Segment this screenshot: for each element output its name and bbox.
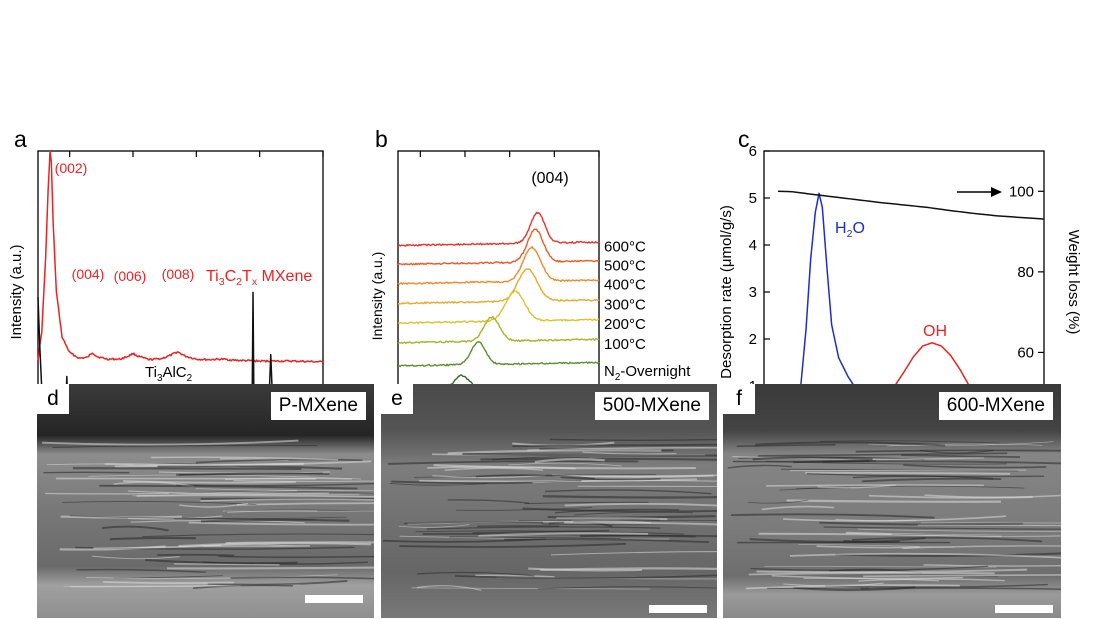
panel-c-series-2 <box>777 190 1045 220</box>
sem-layers-d <box>42 439 374 589</box>
panel-b-label-0: 600°C <box>604 238 646 255</box>
panel-a-ylabel: Intensity (a.u.) <box>8 244 25 339</box>
panel-b-series-6 <box>397 341 600 368</box>
sem-texture-e <box>381 384 717 618</box>
panel-b-label-1: 500°C <box>604 257 646 274</box>
sem-label-d: P-MXene <box>270 392 366 420</box>
panel-letter-c: c <box>738 126 750 152</box>
scale-bar-f <box>995 605 1053 613</box>
panel-c-ytick-right-label-80: 80 <box>1017 264 1034 281</box>
panel-a-annotation-0: (002) <box>55 160 88 176</box>
sem-image-d: d P-MXene <box>37 384 374 618</box>
panel-b-series-0 <box>397 211 600 247</box>
panel-b-series-5 <box>397 315 600 345</box>
panel-a-series-ti3c2tx-mxene <box>37 150 324 363</box>
panel-b-label-4: 200°C <box>604 316 646 333</box>
panel-c-ytick-label-5: 5 <box>749 190 757 207</box>
panel-c-ytick-label-2: 2 <box>749 331 757 348</box>
sem-texture-f <box>723 384 1061 618</box>
panel-c-ytick-right-label-60: 60 <box>1017 344 1034 361</box>
panel-b-annotation-004: (004) <box>531 170 568 187</box>
panel-c-label-oh: OH <box>923 323 947 340</box>
sem-letter-d: d <box>37 384 69 414</box>
panel-b-series-4 <box>397 290 600 325</box>
sem-texture-d <box>37 384 374 618</box>
scale-bar-e <box>649 605 707 613</box>
panel-a-annotation-3: (008) <box>162 266 195 282</box>
panel-b-label-2: 400°C <box>604 277 646 294</box>
panel-a-annotation-1: (004) <box>72 266 105 282</box>
panel-a-legend-ti3alc2: Ti3AlC2 <box>145 364 192 384</box>
panel-letter-a: a <box>14 126 27 152</box>
panel-letter-b: b <box>375 126 388 152</box>
panel-c-ytick-right-label-100: 100 <box>1009 183 1034 200</box>
panel-b-series-1 <box>397 228 600 266</box>
panel-c-ytick-label-3: 3 <box>749 284 757 301</box>
panel-b-label-6: N2-Overnight <box>604 363 691 383</box>
panel-b-series-2 <box>397 245 600 285</box>
sem-label-e: 500-MXene <box>594 392 709 420</box>
sem-image-f: f 600-MXene <box>723 384 1061 618</box>
panel-c-arrow-head <box>991 187 1002 197</box>
panel-b-label-3: 300°C <box>604 296 646 313</box>
panel-c-ytick-label-6: 6 <box>749 143 757 160</box>
panel-c-ylabel-right: Weight loss (%) <box>1065 230 1082 335</box>
panel-b-label-5: 100°C <box>604 336 646 353</box>
panel-a-legend-ti3c2tx: Ti3C2Tx MXene <box>206 268 312 288</box>
panel-c-label-h2o: H2O <box>835 220 865 240</box>
sem-image-e: e 500-MXene <box>381 384 717 618</box>
panel-c-ylabel: Desorption rate (μmol/g/s) <box>718 205 735 379</box>
sem-label-f: 600-MXene <box>938 392 1053 420</box>
panel-b-series-3 <box>397 268 600 305</box>
sem-letter-e: e <box>381 384 413 414</box>
sem-letter-f: f <box>723 384 755 414</box>
panel-a-annotation-2: (006) <box>114 268 147 284</box>
panel-c-ytick-label-4: 4 <box>749 237 757 254</box>
sem-layers-f <box>727 440 1061 592</box>
scale-bar-d <box>305 595 363 603</box>
sem-layers-e <box>383 438 717 591</box>
panel-b-ylabel: Intensity (a.u.) <box>369 252 385 341</box>
